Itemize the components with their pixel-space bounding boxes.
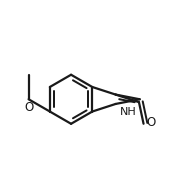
Text: NH: NH (120, 107, 136, 117)
Text: O: O (146, 116, 155, 129)
Text: O: O (24, 101, 33, 114)
